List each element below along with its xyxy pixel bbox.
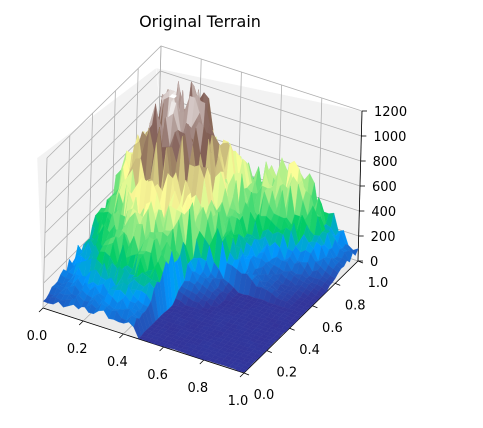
x-axis-ticks: 0.0 0.2 0.4 0.6 0.8 1.0 [27,307,249,409]
surface-cell [238,367,248,373]
x-tick-label: 0.8 [187,381,208,396]
z-tick-label: 400 [371,205,396,220]
y-tick-label: 1.0 [368,276,389,291]
chart-title: Original Terrain [139,12,261,31]
y-tick-mark [243,372,250,376]
grid-line [46,45,363,159]
x-tick-mark [239,372,245,378]
z-axis-ticks: 0 200 400 600 800 1000 1200 [358,105,407,270]
x-tick-label: 1.0 [228,394,249,409]
grid-line [45,95,361,209]
x-tick-label: 0.2 [67,342,88,357]
y-tick-label: 0.0 [254,388,275,403]
x-axis-line [42,307,245,374]
y-tick-label: 0.4 [299,343,320,358]
x-tick-mark [38,307,44,313]
z-tick-label: 600 [372,180,397,195]
y-axis-line [243,260,359,374]
x-tick-label: 0.4 [107,355,128,370]
x-tick-label: 0.6 [147,368,168,383]
y-axis-ticks: 0.00.20.40.60.81.0 [243,260,389,403]
y-tick-mark [312,305,318,309]
x-tick-mark [199,359,205,365]
x-tick-mark [78,320,84,326]
y-tick-mark [289,327,295,331]
z-tick-label: 1200 [374,105,407,120]
y-tick-mark [266,350,272,353]
x-tick-mark [159,346,164,352]
y-tick-label: 0.2 [276,366,297,381]
y-tick-label: 0.8 [345,298,366,313]
z-tick-label: 1000 [373,130,406,145]
y-tick-mark [335,283,341,286]
x-tick-label: 0.0 [27,329,48,344]
y-tick-label: 0.6 [322,321,343,336]
z-tick-label: 800 [373,155,398,170]
grid-line [46,70,362,184]
z-tick-label: 200 [371,230,396,245]
z-tick-label: 0 [370,255,378,270]
terrain-surface [42,81,359,373]
x-tick-mark [119,333,124,339]
